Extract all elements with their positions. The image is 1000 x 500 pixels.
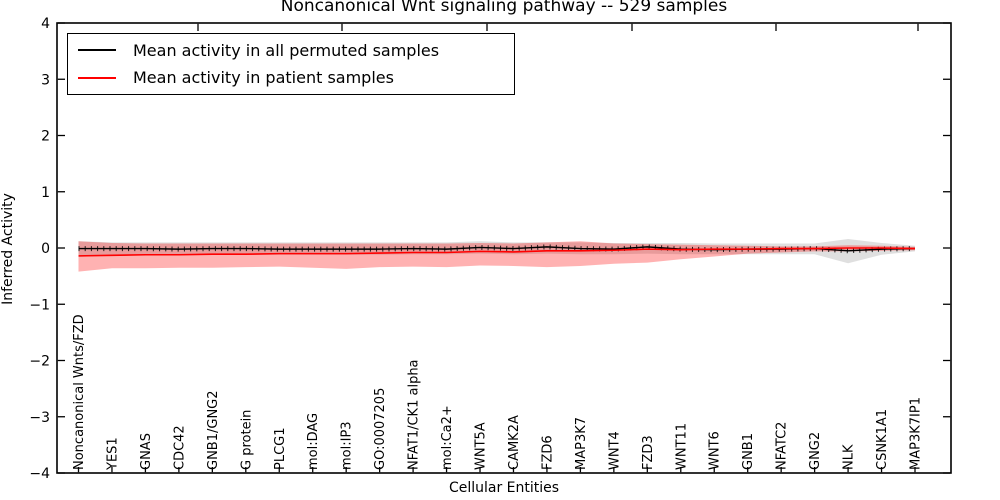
y-tick-label: 3 bbox=[41, 72, 50, 88]
legend: Mean activity in all permuted samples Me… bbox=[67, 33, 515, 95]
x-tick-label: WNT6 bbox=[708, 431, 723, 470]
x-tick-label: WNT11 bbox=[674, 423, 689, 470]
patient-mean-line bbox=[78, 247, 916, 257]
x-tick-label: FZD6 bbox=[540, 435, 555, 470]
x-tick-label: GNG2 bbox=[808, 432, 823, 470]
y-tick-label: −2 bbox=[29, 354, 50, 370]
x-tick-label: YES1 bbox=[105, 437, 120, 471]
x-tick-label: G protein bbox=[239, 410, 254, 470]
legend-item-patient: Mean activity in patient samples bbox=[68, 65, 514, 91]
x-axis-label: Cellular Entities bbox=[448, 480, 560, 496]
chart-title: Noncanonical Wnt signaling pathway -- 52… bbox=[280, 0, 728, 16]
x-tick-label: mol:Ca2+ bbox=[440, 405, 455, 470]
x-tick-label: PLCG1 bbox=[273, 427, 288, 470]
x-tick-label: NFAT1/CK1 alpha bbox=[407, 359, 422, 470]
y-tick-label: 4 bbox=[41, 16, 50, 32]
x-tick-label: CDC42 bbox=[172, 425, 187, 470]
legend-item-permuted: Mean activity in all permuted samples bbox=[68, 37, 514, 63]
x-tick-label: MAP3K7IP1 bbox=[909, 397, 924, 470]
x-tick-label: GO:0007205 bbox=[373, 388, 388, 470]
y-tick-label: 0 bbox=[41, 241, 50, 257]
y-tick-label: −3 bbox=[29, 410, 50, 426]
legend-line-permuted-swatch bbox=[78, 49, 116, 52]
x-tick-label: FZD3 bbox=[641, 435, 656, 470]
x-tick-label: GNB1/GNG2 bbox=[206, 390, 221, 470]
x-tick-label: GNB1 bbox=[741, 433, 756, 470]
y-axis-label: Inferred Activity bbox=[0, 193, 16, 305]
x-tick-label: MAP3K7 bbox=[574, 417, 589, 470]
x-tick-label: WNT4 bbox=[607, 431, 622, 470]
y-tick-label: 1 bbox=[41, 185, 50, 201]
x-tick-label: GNAS bbox=[139, 433, 154, 470]
legend-line-patient-swatch bbox=[78, 76, 116, 79]
x-tick-label: mol:IP3 bbox=[340, 421, 355, 470]
x-tick-label: NLK bbox=[842, 444, 857, 470]
x-tick-label: CAMK2A bbox=[507, 415, 522, 470]
x-tick-label: Noncanonical Wnts/FZD bbox=[72, 314, 87, 470]
y-tick-label: −1 bbox=[29, 297, 50, 313]
x-tick-label: NFATC2 bbox=[775, 422, 790, 470]
x-tick-label: WNT5A bbox=[474, 422, 489, 470]
y-tick-label: −4 bbox=[29, 466, 50, 482]
legend-label-permuted: Mean activity in all permuted samples bbox=[133, 40, 440, 60]
x-tick-label: CSNK1A1 bbox=[875, 409, 890, 470]
y-tick-label: 2 bbox=[41, 129, 50, 145]
x-tick-label: mol:DAG bbox=[306, 413, 321, 470]
legend-label-patient: Mean activity in patient samples bbox=[133, 68, 394, 88]
axes-frame bbox=[56, 22, 952, 474]
